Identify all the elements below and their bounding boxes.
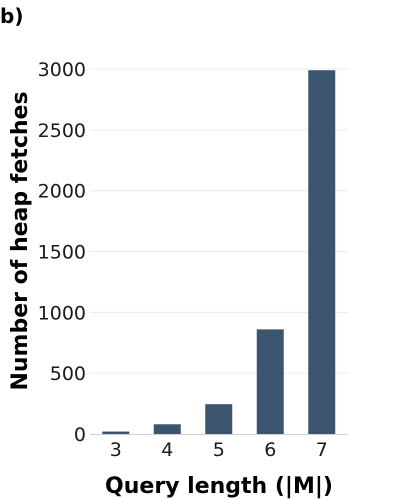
gridlines	[90, 68, 348, 435]
y-tick-label: 500	[50, 363, 86, 385]
y-tick-label: 3000	[38, 59, 86, 81]
bar-6	[256, 329, 284, 434]
bar-3	[102, 431, 130, 434]
y-tick-label: 0	[74, 424, 86, 446]
x-axis-title: Query length (|M|)	[105, 474, 333, 499]
y-axis-ticks: 0 500 1000 1500 2000 2500 3000	[38, 59, 86, 446]
bars	[102, 70, 336, 434]
panel-label: b)	[0, 4, 24, 28]
x-tick-label: 5	[213, 439, 225, 461]
bar-5	[205, 404, 233, 434]
x-axis-ticks: 3 4 5 6 7	[110, 439, 328, 461]
bar-4	[153, 424, 181, 434]
y-tick-label: 1500	[38, 242, 86, 264]
bar-7	[308, 70, 336, 434]
y-tick-label: 2500	[38, 120, 86, 142]
y-tick-label: 2000	[38, 181, 86, 203]
x-tick-label: 3	[110, 439, 122, 461]
x-tick-label: 6	[264, 439, 276, 461]
y-tick-label: 1000	[38, 302, 86, 324]
y-axis-title: Number of heap fetches	[8, 91, 33, 390]
x-tick-label: 7	[316, 439, 328, 461]
x-tick-label: 4	[161, 439, 173, 461]
